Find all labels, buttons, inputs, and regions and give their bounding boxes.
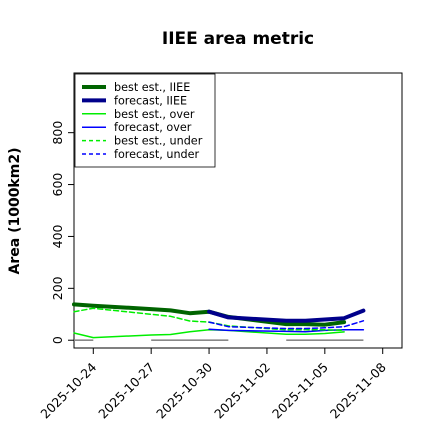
y-tick-label-2: 400 <box>50 224 65 248</box>
plot-frame <box>73 72 403 349</box>
legend-label-4: best est., under <box>114 135 203 148</box>
x-tick-label-1: 2025-10-27 <box>95 360 157 422</box>
legend-box <box>74 73 216 168</box>
series-lines <box>72 302 366 339</box>
x-tick-label-3: 2025-11-02 <box>211 360 273 422</box>
y-tick-label-0: 0 <box>50 336 65 344</box>
series-line-3 <box>208 328 365 333</box>
y-tick-label-1: 200 <box>50 276 65 300</box>
x-tick-label-5: 2025-11-08 <box>327 359 389 421</box>
legend-label-5: forecast, under <box>114 148 200 161</box>
series-line-5 <box>208 320 365 330</box>
x-tick-label-4: 2025-11-05 <box>269 360 331 422</box>
x-axis: 2025-10-242025-10-272025-10-302025-11-02… <box>37 348 389 422</box>
y-tick-label-4: 800 <box>50 121 65 145</box>
legend-label-1: forecast, IIEE <box>114 94 187 107</box>
series-line-1 <box>207 308 366 323</box>
chart-title: IIEE area metric <box>162 29 314 49</box>
legend-label-2: best est., over <box>114 108 195 121</box>
y-tick-label-3: 600 <box>50 173 65 197</box>
x-tick-label-0: 2025-10-24 <box>37 359 99 421</box>
x-tick-label-2: 2025-10-30 <box>153 359 215 421</box>
y-axis-label: Area (1000km2) <box>7 148 23 275</box>
y-axis: 0 200 400 600 800 <box>50 121 74 344</box>
legend-label-3: forecast, over <box>114 121 192 134</box>
legend-label-0: best est., IIEE <box>114 81 190 94</box>
